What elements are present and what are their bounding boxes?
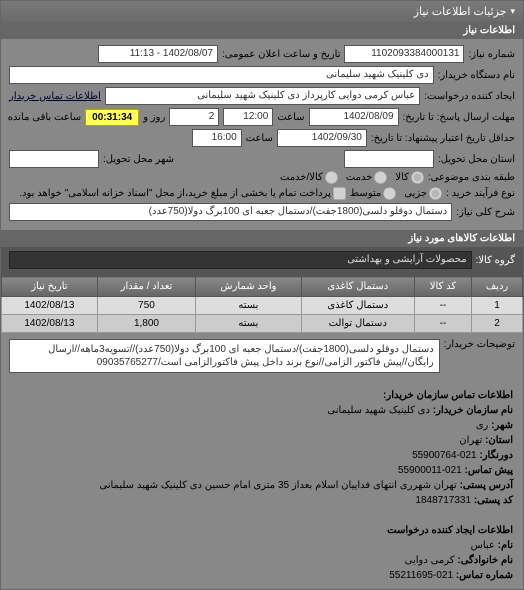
fax-label: دورنگار: [479,450,513,461]
postcode-value: 1848717331 [415,495,471,506]
panel-title: جزئیات اطلاعات نیاز [414,5,507,18]
desc-field: دستمال دوقلو دلسی(1800جفت)/دستمال جعبه ا… [9,203,452,221]
days-label: روز و [143,112,165,123]
province-value: تهران [459,435,482,446]
delivery-city-field [9,150,99,168]
announce-label: تاریخ و ساعت اعلان عمومی: [222,49,341,60]
postal-value: تهران شهرری انتهای فداییان اسلام بعداز 3… [99,480,456,491]
table-header: کد کالا [414,277,471,297]
group-label: گروه کالا: [476,255,515,266]
province-label: استان: [485,435,513,446]
creator-label: ایجاد کننده درخواست: [424,91,515,102]
delivery-state-field [344,150,434,168]
org-label: نام سازمان خریدار: [433,405,513,416]
csurname-value: کرمی دوایی [405,555,455,566]
deadline-date-field: 1402/08/09 [309,108,399,126]
deadline-label: مهلت ارسال پاسخ: تا تاریخ: [403,112,515,123]
req-no-label: شماره نیاز: [468,49,515,60]
panel-title-bar: ▾ جزئیات اطلاعات نیاز [1,1,523,22]
desc-label: شرح کلی نیاز: [456,207,515,218]
validity-date-field: 1402/09/30 [277,129,367,147]
process-radio-group: جزیی متوسط [350,187,442,200]
buyer-label: نام دستگاه خریدار: [438,70,515,81]
group-field: محصولات آرایشی و بهداشتی [9,251,472,269]
chevron-down-icon: ▾ [510,6,515,17]
csurname-label: نام خانوادگی: [457,555,513,566]
table-header: دستمال کاغذی [301,277,414,297]
buyer-notes-box: دستمال دوقلو دلسی(1800جفت)/دستمال جعبه ا… [9,339,440,373]
budget-opt-both[interactable]: کالا/خدمت [280,171,338,184]
budget-cat-label: طبقه بندی موضوعی: [428,172,515,183]
treasury-checkbox[interactable]: پرداخت تمام یا بخشی از مبلغ خرید،از محل … [19,187,346,200]
delivery-city-label: شهر محل تحویل: [103,154,174,165]
phone-value: 021-55900011 [398,465,462,476]
contact-section-header: اطلاعات تماس سازمان خریدار: [383,390,513,401]
req-no-field: 1102093384000131 [344,45,464,63]
buyer-notes-label: توضیحات خریدار: [444,339,515,350]
creator-field: عباس کرمی دوایی کارپرداز دی کلینیک شهید … [105,87,420,105]
items-section-header: اطلاعات کالاهای مورد نیاز [1,230,523,247]
buyer-field: دی کلینیک شهید سلیمانی [9,66,434,84]
days-field: 2 [169,108,219,126]
items-table: ردیفکد کالادستمال کاغذیواحد شمارشتعداد /… [1,276,523,333]
table-header: تاریخ نیاز [2,277,98,297]
time-label-2: ساعت [246,133,273,144]
city-value: ری [476,420,489,431]
validity-time-field: 16:00 [192,129,242,147]
time-label-1: ساعت [277,112,304,123]
postcode-label: کد پستی: [474,495,513,506]
process-opt-minor[interactable]: جزیی [404,187,442,200]
budget-opt-goods[interactable]: کالا [395,171,424,184]
process-opt-medium[interactable]: متوسط [350,187,396,200]
cname-label: نام: [498,540,513,551]
contact-link[interactable]: اطلاعات تماس خریدار [9,91,101,102]
postal-label: آدرس پستی: [460,480,513,491]
table-header: تعداد / مقدار [97,277,195,297]
validity-label: حداقل تاریخ اعتبار پیشنهاد: تا تاریخ: [371,133,515,144]
delivery-state-label: استان محل تحویل: [438,154,515,165]
info-section-header: اطلاعات نیاز [1,22,523,39]
cname-value: عباس [471,540,495,551]
remaining-label: ساعت باقی مانده [8,112,81,123]
city-label: شهر: [491,420,513,431]
announce-field: 1402/08/07 - 11:13 [98,45,218,63]
phone-label: پیش تماس: [465,465,513,476]
creator-section-header: اطلاعات ایجاد کننده درخواست [387,525,513,536]
table-row: 1--دستمال کاغذیبسته7501402/08/13 [2,297,523,315]
table-row: 2--دستمال توالتبسته1,8001402/08/13 [2,315,523,333]
deadline-time-field: 12:00 [223,108,273,126]
table-header: واحد شمارش [196,277,301,297]
table-header: ردیف [472,277,523,297]
process-label: نوع فرآیند خرید : [446,188,515,199]
countdown-timer: 00:31:34 [85,109,139,126]
fax-value: 021-55900764 [412,450,477,461]
budget-radio-group: کالا خدمت کالا/خدمت [280,171,424,184]
org-value: دی کلینیک شهید سلیمانی [327,405,430,416]
budget-opt-service[interactable]: خدمت [346,171,388,184]
